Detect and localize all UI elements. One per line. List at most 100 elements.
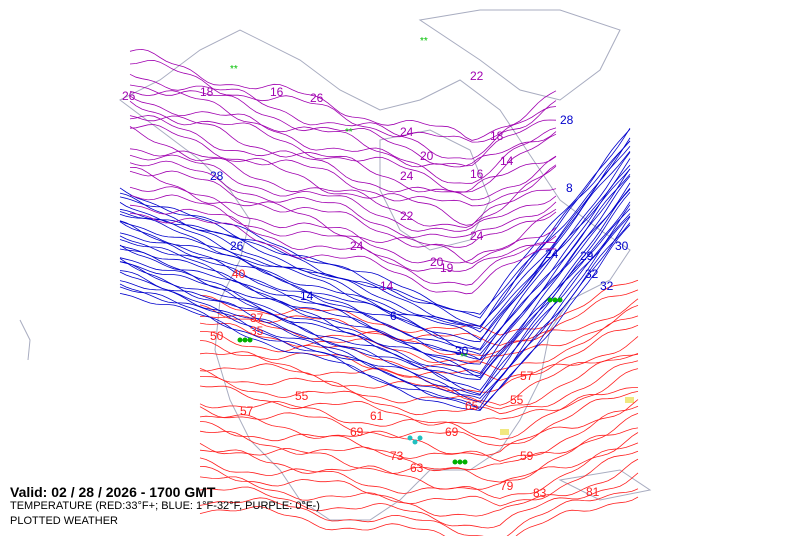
cold-isotherm <box>129 124 557 207</box>
coastline <box>119 29 631 521</box>
warm-contour-label: 55 <box>510 393 524 407</box>
cool-isotherm <box>119 208 631 395</box>
warm-isotherm <box>200 298 639 356</box>
cold-isotherm <box>129 100 557 193</box>
cold-contour-label: 16 <box>470 167 484 181</box>
cool-isotherm <box>119 137 631 330</box>
rain-icon <box>462 459 468 465</box>
freezing-rain-icon <box>417 435 423 441</box>
warm-contour-label: 35 <box>250 324 264 338</box>
cool-contour-label: 8 <box>566 181 573 195</box>
cool-contour-label: 29 <box>580 249 594 263</box>
cold-isotherm <box>129 170 557 248</box>
cool-contour-label: 14 <box>300 289 314 303</box>
warm-isotherm <box>199 368 639 426</box>
cold-contour-label: 24 <box>400 169 414 183</box>
cold-contour-label: 16 <box>270 85 284 99</box>
warm-contour-label: 59 <box>520 449 534 463</box>
rain-icon <box>242 337 248 343</box>
cool-contour-label: 28 <box>560 113 574 127</box>
cool-isotherm <box>119 215 631 403</box>
cool-isotherm <box>119 182 631 374</box>
cool-isotherm <box>119 224 631 412</box>
warm-contour-label: 63 <box>410 461 424 475</box>
warm-isotherm <box>200 360 639 416</box>
cool-contour-label: 30 <box>455 344 469 358</box>
cold-contour-label: 24 <box>400 125 414 139</box>
cold-contour-label: 22 <box>470 69 484 83</box>
warm-isotherm <box>199 399 639 456</box>
snow-icon: ** <box>230 64 238 75</box>
cool-isotherm <box>119 127 631 319</box>
warm-contour-label: 61 <box>370 409 384 423</box>
warm-isotherm <box>199 391 639 447</box>
warm-isotherm <box>199 387 638 440</box>
warm-contour-label: 40 <box>232 267 246 281</box>
warm-contour-label: 50 <box>210 329 224 343</box>
cool-contour-label: 32 <box>585 267 599 281</box>
cold-contour-label: 19 <box>440 261 454 275</box>
rain-icon <box>552 297 558 303</box>
warm-contour-label: 57 <box>240 404 254 418</box>
cool-contour-label: 30 <box>615 239 629 253</box>
cool-isotherm <box>119 213 631 399</box>
warm-contour-label: 69 <box>445 425 459 439</box>
cold-isotherm <box>129 126 557 226</box>
weather-symbols: ** ** ** ** <box>230 36 634 465</box>
cold-isotherm <box>129 115 557 201</box>
rain-icon <box>457 459 463 465</box>
cool-isotherm <box>119 145 631 333</box>
cold-isotherm <box>129 212 557 295</box>
cold-contour-label: 18 <box>200 85 214 99</box>
cool-isotherm <box>119 140 631 327</box>
cold-contour-label: 24 <box>350 239 364 253</box>
warm-contour-label: 81 <box>586 485 600 499</box>
cool-contour-label: 6 <box>390 309 397 323</box>
warm-contour-label: 37 <box>250 311 264 325</box>
warm-contour-label: 65 <box>465 399 479 413</box>
warm-isotherm <box>199 432 639 490</box>
warm-isotherm <box>199 450 639 507</box>
warm-isotherm <box>199 496 639 536</box>
cold-isotherm <box>129 154 557 232</box>
cold-isotherm <box>129 160 557 239</box>
coastline <box>19 319 31 361</box>
freezing-rain-icon <box>407 435 413 441</box>
warm-contour-label: 83 <box>533 486 547 500</box>
warm-isotherm <box>199 353 639 406</box>
cold-contour-label: 20 <box>430 255 444 269</box>
cold-isotherm <box>129 186 557 264</box>
cool-contour-label: 26 <box>230 239 244 253</box>
warm-isotherm <box>199 442 639 499</box>
warm-contour-label: 69 <box>350 425 364 439</box>
rain-icon <box>557 297 563 303</box>
warm-isotherm <box>199 427 639 483</box>
cold-contour-label: 24 <box>470 229 484 243</box>
isotherms <box>119 48 639 536</box>
snow-icon: ** <box>345 127 353 138</box>
warm-isotherm <box>199 324 639 381</box>
warm-isotherm <box>199 488 639 536</box>
cold-contour-label: 20 <box>420 149 434 163</box>
freezing-rain-icon <box>412 439 418 445</box>
cool-isotherm <box>119 222 631 411</box>
rain-icon <box>237 337 243 343</box>
cold-contour-label: 26 <box>310 91 324 105</box>
cool-isotherm <box>119 140 631 327</box>
warm-contour-label: 79 <box>500 479 514 493</box>
cool-isotherm <box>119 173 631 361</box>
cool-isotherm <box>119 216 631 408</box>
cool-isotherm <box>119 168 631 360</box>
warm-isotherm <box>199 472 639 529</box>
temperature-legend: TEMPERATURE (RED:33°F+; BLUE: 1°F-32°F, … <box>10 500 320 512</box>
rain-icon <box>547 297 553 303</box>
rain-icon <box>452 459 458 465</box>
cold-isotherm <box>129 115 557 193</box>
cold-isotherm <box>129 90 557 168</box>
cool-isotherm <box>119 187 631 376</box>
cold-contour-label: 14 <box>500 154 514 168</box>
rain-icon <box>247 337 253 343</box>
